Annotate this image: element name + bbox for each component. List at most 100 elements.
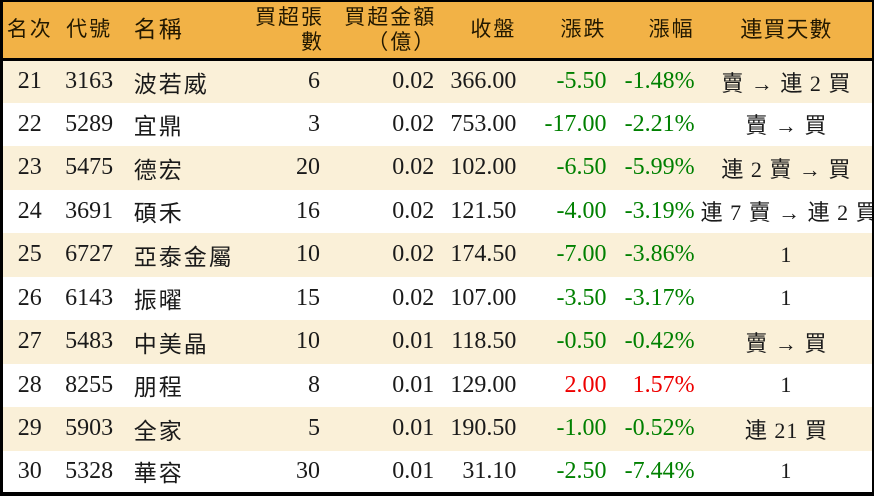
cell-change: -0.50 <box>522 320 613 364</box>
cell-days: 連 7 賣 → 連 2 買 <box>700 189 873 233</box>
cell-rank: 29 <box>1 407 57 451</box>
cell-amount: 0.02 <box>332 102 443 146</box>
cell-days: 賣 → 買 <box>700 320 873 364</box>
cell-rank: 25 <box>1 233 57 277</box>
cell-volume: 30 <box>236 450 333 494</box>
cell-name: 碩禾 <box>121 189 237 233</box>
cell-days: 1 <box>700 233 873 277</box>
cell-volume: 15 <box>236 276 333 320</box>
cell-rank: 21 <box>1 59 57 103</box>
cell-amount: 0.01 <box>332 363 443 407</box>
cell-amount: 0.01 <box>332 407 443 451</box>
cell-name: 亞泰金屬 <box>121 233 237 277</box>
cell-pct: -1.48% <box>612 59 701 103</box>
cell-close: 118.50 <box>442 320 523 364</box>
cell-pct: -3.19% <box>612 189 701 233</box>
cell-volume: 8 <box>236 363 333 407</box>
cell-amount: 0.01 <box>332 320 443 364</box>
cell-code: 5475 <box>56 146 122 190</box>
table-row: 30 5328 華容 30 0.01 31.10 -2.50 -7.44% 1 <box>1 450 873 494</box>
cell-amount: 0.02 <box>332 189 443 233</box>
col-header-pct: 漲幅 <box>612 1 701 61</box>
cell-code: 5903 <box>56 407 122 451</box>
col-header-change: 漲跌 <box>522 1 613 61</box>
table-row: 26 6143 振曜 15 0.02 107.00 -3.50 -3.17% 1 <box>1 276 873 320</box>
cell-name: 朋程 <box>121 363 237 407</box>
cell-days: 連 21 買 <box>700 407 873 451</box>
cell-close: 190.50 <box>442 407 523 451</box>
cell-close: 129.00 <box>442 363 523 407</box>
cell-amount: 0.02 <box>332 233 443 277</box>
cell-name: 中美晶 <box>121 320 237 364</box>
cell-amount: 0.02 <box>332 146 443 190</box>
table-row: 25 6727 亞泰金屬 10 0.02 174.50 -7.00 -3.86%… <box>1 233 873 277</box>
table-row: 24 3691 碩禾 16 0.02 121.50 -4.00 -3.19% 連… <box>1 189 873 233</box>
cell-change: 2.00 <box>522 363 613 407</box>
cell-name: 華容 <box>121 450 237 494</box>
cell-code: 3163 <box>56 59 122 103</box>
cell-pct: 1.57% <box>612 363 701 407</box>
table-row: 28 8255 朋程 8 0.01 129.00 2.00 1.57% 1 <box>1 363 873 407</box>
cell-volume: 10 <box>236 233 333 277</box>
cell-change: -7.00 <box>522 233 613 277</box>
cell-days: 1 <box>700 276 873 320</box>
cell-name: 宜鼎 <box>121 102 237 146</box>
cell-rank: 30 <box>1 450 57 494</box>
cell-change: -1.00 <box>522 407 613 451</box>
cell-change: -4.00 <box>522 189 613 233</box>
cell-days: 1 <box>700 363 873 407</box>
cell-code: 6727 <box>56 233 122 277</box>
cell-volume: 10 <box>236 320 333 364</box>
cell-code: 6143 <box>56 276 122 320</box>
cell-close: 174.50 <box>442 233 523 277</box>
col-header-name: 名稱 <box>121 1 237 61</box>
table-row: 29 5903 全家 5 0.01 190.50 -1.00 -0.52% 連 … <box>1 407 873 451</box>
cell-days: 連 2 賣 → 買 <box>700 146 873 190</box>
table-row: 21 3163 波若威 6 0.02 366.00 -5.50 -1.48% 賣… <box>1 59 873 103</box>
cell-rank: 28 <box>1 363 57 407</box>
col-header-volume: 買超張數 <box>236 1 333 61</box>
table-row: 23 5475 德宏 20 0.02 102.00 -6.50 -5.99% 連… <box>1 146 873 190</box>
cell-change: -6.50 <box>522 146 613 190</box>
cell-volume: 3 <box>236 102 333 146</box>
table-row: 22 5289 宜鼎 3 0.02 753.00 -17.00 -2.21% 賣… <box>1 102 873 146</box>
cell-rank: 23 <box>1 146 57 190</box>
cell-change: -17.00 <box>522 102 613 146</box>
cell-code: 8255 <box>56 363 122 407</box>
col-header-amount: 買超金額 （億） <box>332 1 443 61</box>
cell-rank: 27 <box>1 320 57 364</box>
cell-volume: 5 <box>236 407 333 451</box>
cell-amount: 0.02 <box>332 276 443 320</box>
col-header-code: 代號 <box>56 1 122 61</box>
cell-pct: -5.99% <box>612 146 701 190</box>
cell-days: 賣 → 連 2 買 <box>700 59 873 103</box>
cell-close: 107.00 <box>442 276 523 320</box>
cell-pct: -2.21% <box>612 102 701 146</box>
col-header-close: 收盤 <box>442 1 523 61</box>
cell-days: 賣 → 買 <box>700 102 873 146</box>
cell-name: 振曜 <box>121 276 237 320</box>
cell-code: 5328 <box>56 450 122 494</box>
cell-amount: 0.01 <box>332 450 443 494</box>
cell-volume: 16 <box>236 189 333 233</box>
table-header: 名次 代號 名稱 買超張數 買超金額 （億） 收盤 漲跌 漲幅 連買天數 <box>1 1 873 61</box>
cell-change: -5.50 <box>522 59 613 103</box>
cell-amount: 0.02 <box>332 59 443 103</box>
cell-name: 全家 <box>121 407 237 451</box>
cell-change: -3.50 <box>522 276 613 320</box>
cell-rank: 22 <box>1 102 57 146</box>
cell-pct: -0.52% <box>612 407 701 451</box>
header-row: 名次 代號 名稱 買超張數 買超金額 （億） 收盤 漲跌 漲幅 連買天數 <box>1 1 873 61</box>
cell-volume: 20 <box>236 146 333 190</box>
cell-pct: -3.86% <box>612 233 701 277</box>
cell-close: 753.00 <box>442 102 523 146</box>
col-header-days: 連買天數 <box>700 1 873 61</box>
table-row: 27 5483 中美晶 10 0.01 118.50 -0.50 -0.42% … <box>1 320 873 364</box>
cell-code: 3691 <box>56 189 122 233</box>
cell-volume: 6 <box>236 59 333 103</box>
cell-close: 121.50 <box>442 189 523 233</box>
cell-code: 5289 <box>56 102 122 146</box>
cell-rank: 26 <box>1 276 57 320</box>
